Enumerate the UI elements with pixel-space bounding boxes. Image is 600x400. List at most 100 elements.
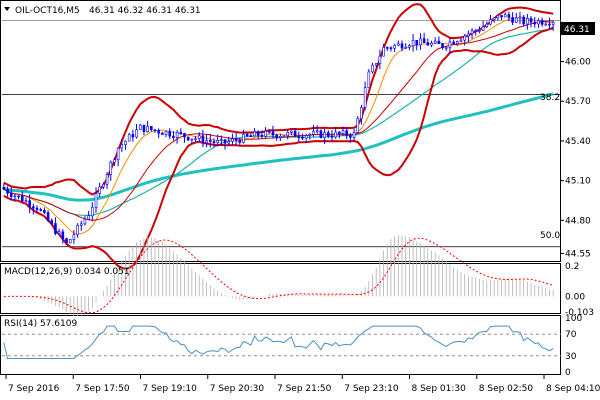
candle-body [511,17,514,23]
candle-body [500,15,503,18]
candle-body [65,238,68,244]
candle-body [98,186,101,194]
candle-body [537,20,540,25]
candle-body [197,135,201,139]
candle-body [544,23,548,26]
macd-y-tick-label: 0.00 [565,292,585,302]
candle-body [227,140,231,144]
rsi-y-tick-label: 30 [565,352,577,362]
rsi-line [3,325,554,359]
axis-ticks: 46.00 45.70 45.40 45.10 44.80 44.55 0.2 0.00 -0.… [5,58,600,394]
candle-body [393,44,396,49]
candle-body [356,118,360,133]
y-tick-label: 46.00 [565,58,591,68]
candle-body [79,223,83,226]
candle-body [231,138,234,142]
candle-body [459,39,463,42]
candle-body [28,200,31,207]
rsi-panel-frame [0,315,561,375]
candle-body [397,43,400,46]
candle-body [282,135,286,137]
candle-body [422,38,426,43]
candle-body [426,42,430,46]
y-tick-label: 45.10 [565,177,591,187]
candle-body [286,132,290,136]
triangle-down-icon[interactable] [4,7,10,11]
candle-body [20,195,24,202]
candle-body [489,19,492,25]
rsi-y-tick-label: 0 [565,368,571,378]
candle-body [293,130,297,137]
rsi-title: RSI(14) 57.6109 [4,319,77,329]
macd-title: MACD(12,26,9) 0.034 0.051 [4,267,130,277]
x-tick-label: 7 Sep 20:30 [210,384,265,394]
candle-body [91,206,94,217]
candle-body [109,161,113,175]
candle-body [441,43,444,48]
candle-body [216,140,219,143]
candle-body [113,159,116,163]
candle-body [526,18,529,25]
candle-body [408,45,411,48]
candle-body [485,23,489,27]
candle-body [105,174,109,185]
candle-body [444,47,448,49]
candle-body [190,138,194,141]
candle-body [267,130,271,133]
candle-body [208,140,212,142]
candle-body [234,138,238,141]
candle-body [150,126,153,131]
candle-body [6,188,9,194]
candle-body [9,192,13,197]
candle-body [326,132,330,137]
candle-body [297,136,301,138]
candle-body [50,220,54,224]
candle-body [223,139,227,144]
x-tick-label: 8 Sep 04:10 [546,384,600,394]
candle-body [378,55,382,64]
candle-body [385,47,389,49]
x-tick-label: 7 Sep 17:50 [75,384,130,394]
candle-body [334,131,337,138]
rsi-line-group [2,325,561,359]
current-price-tag-box [561,22,595,35]
candle-body [87,215,90,220]
ohlc-label: 46.31 46.32 46.31 46.31 [89,6,201,16]
candle-body [124,140,127,145]
macd-y-tick-label: 0.2 [565,262,579,272]
candle-body [323,132,326,138]
candle-body [13,195,17,198]
candle-body [120,144,124,149]
ema-fast-line [3,16,554,235]
candle-body [389,47,393,50]
candle-body [153,129,157,132]
y-tick-label: 45.70 [565,97,591,107]
candle-body [245,133,249,136]
candle-body [242,133,245,143]
candle-body [142,124,146,132]
candle-body [135,129,138,138]
fib-label-38: 38.2 [540,93,560,103]
candle-body [279,135,282,138]
fib-label-50: 50.0 [540,231,560,241]
x-tick-label: 8 Sep 02:50 [479,384,534,394]
candle-body [330,135,334,138]
candle-body [319,130,323,138]
candle-body [54,223,57,234]
candle-body [68,239,72,244]
rsi-y-tick-label: 70 [565,330,577,340]
candle-body [400,43,404,49]
candle-body [419,38,422,46]
candle-body [212,141,216,143]
x-tick-label: 7 Sep 21:50 [277,384,332,394]
candle-body [175,132,179,138]
macd-y-tick-label: -0.103 [565,308,594,318]
candle-body [205,140,208,144]
candle-body [463,35,466,41]
candle-body [345,130,349,136]
candle-body [238,140,242,143]
candle-body [411,40,415,47]
current-price-tag: 46.31 [564,25,590,35]
candle-body [83,218,87,225]
